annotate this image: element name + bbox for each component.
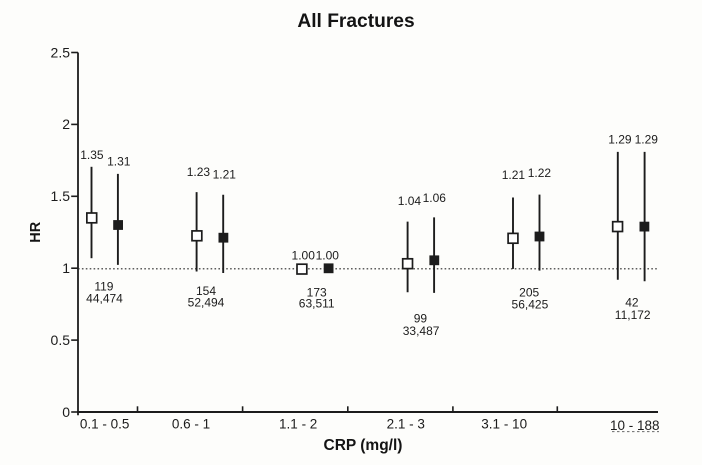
svg-text:0.6 - 1: 0.6 - 1 (172, 416, 210, 431)
svg-text:99: 99 (414, 312, 428, 326)
svg-text:1.22: 1.22 (528, 166, 552, 180)
svg-text:0: 0 (62, 404, 70, 420)
svg-text:2.5: 2.5 (51, 44, 71, 60)
svg-text:1.06: 1.06 (423, 191, 447, 205)
svg-text:1: 1 (62, 260, 70, 276)
svg-text:1.31: 1.31 (107, 154, 131, 168)
svg-text:44,474: 44,474 (86, 292, 123, 306)
svg-text:CRP (mg/l): CRP (mg/l) (324, 437, 403, 454)
svg-text:0.5: 0.5 (51, 332, 71, 348)
svg-text:33,487: 33,487 (403, 324, 440, 338)
svg-text:1.1 - 2: 1.1 - 2 (279, 416, 317, 431)
svg-text:1.00: 1.00 (316, 249, 340, 263)
svg-text:205: 205 (519, 286, 539, 300)
svg-text:52,494: 52,494 (188, 296, 225, 310)
svg-text:10 - 188: 10 - 188 (610, 418, 660, 433)
svg-text:All Fractures: All Fractures (297, 11, 414, 32)
svg-text:63,511: 63,511 (299, 297, 335, 311)
svg-text:1.04: 1.04 (398, 194, 422, 208)
svg-text:1.00: 1.00 (292, 249, 316, 263)
svg-text:154: 154 (196, 284, 216, 298)
svg-text:0.1 - 0.5: 0.1 - 0.5 (80, 416, 130, 431)
svg-text:1.35: 1.35 (80, 148, 104, 162)
svg-text:119: 119 (94, 280, 113, 294)
svg-text:1.29: 1.29 (635, 133, 659, 147)
svg-text:1.23: 1.23 (187, 165, 211, 179)
svg-text:2.1 - 3: 2.1 - 3 (387, 416, 425, 431)
svg-text:HR: HR (28, 221, 44, 242)
svg-text:42: 42 (625, 296, 639, 310)
svg-text:1.29: 1.29 (608, 133, 632, 147)
svg-text:56,425: 56,425 (512, 297, 549, 311)
svg-text:11,172: 11,172 (615, 308, 651, 322)
svg-text:3.1 - 10: 3.1 - 10 (481, 416, 527, 431)
svg-text:1.21: 1.21 (213, 167, 237, 181)
svg-text:1.21: 1.21 (502, 168, 526, 182)
svg-text:1.5: 1.5 (51, 188, 71, 204)
svg-text:173: 173 (307, 285, 327, 299)
svg-text:2: 2 (62, 116, 70, 132)
